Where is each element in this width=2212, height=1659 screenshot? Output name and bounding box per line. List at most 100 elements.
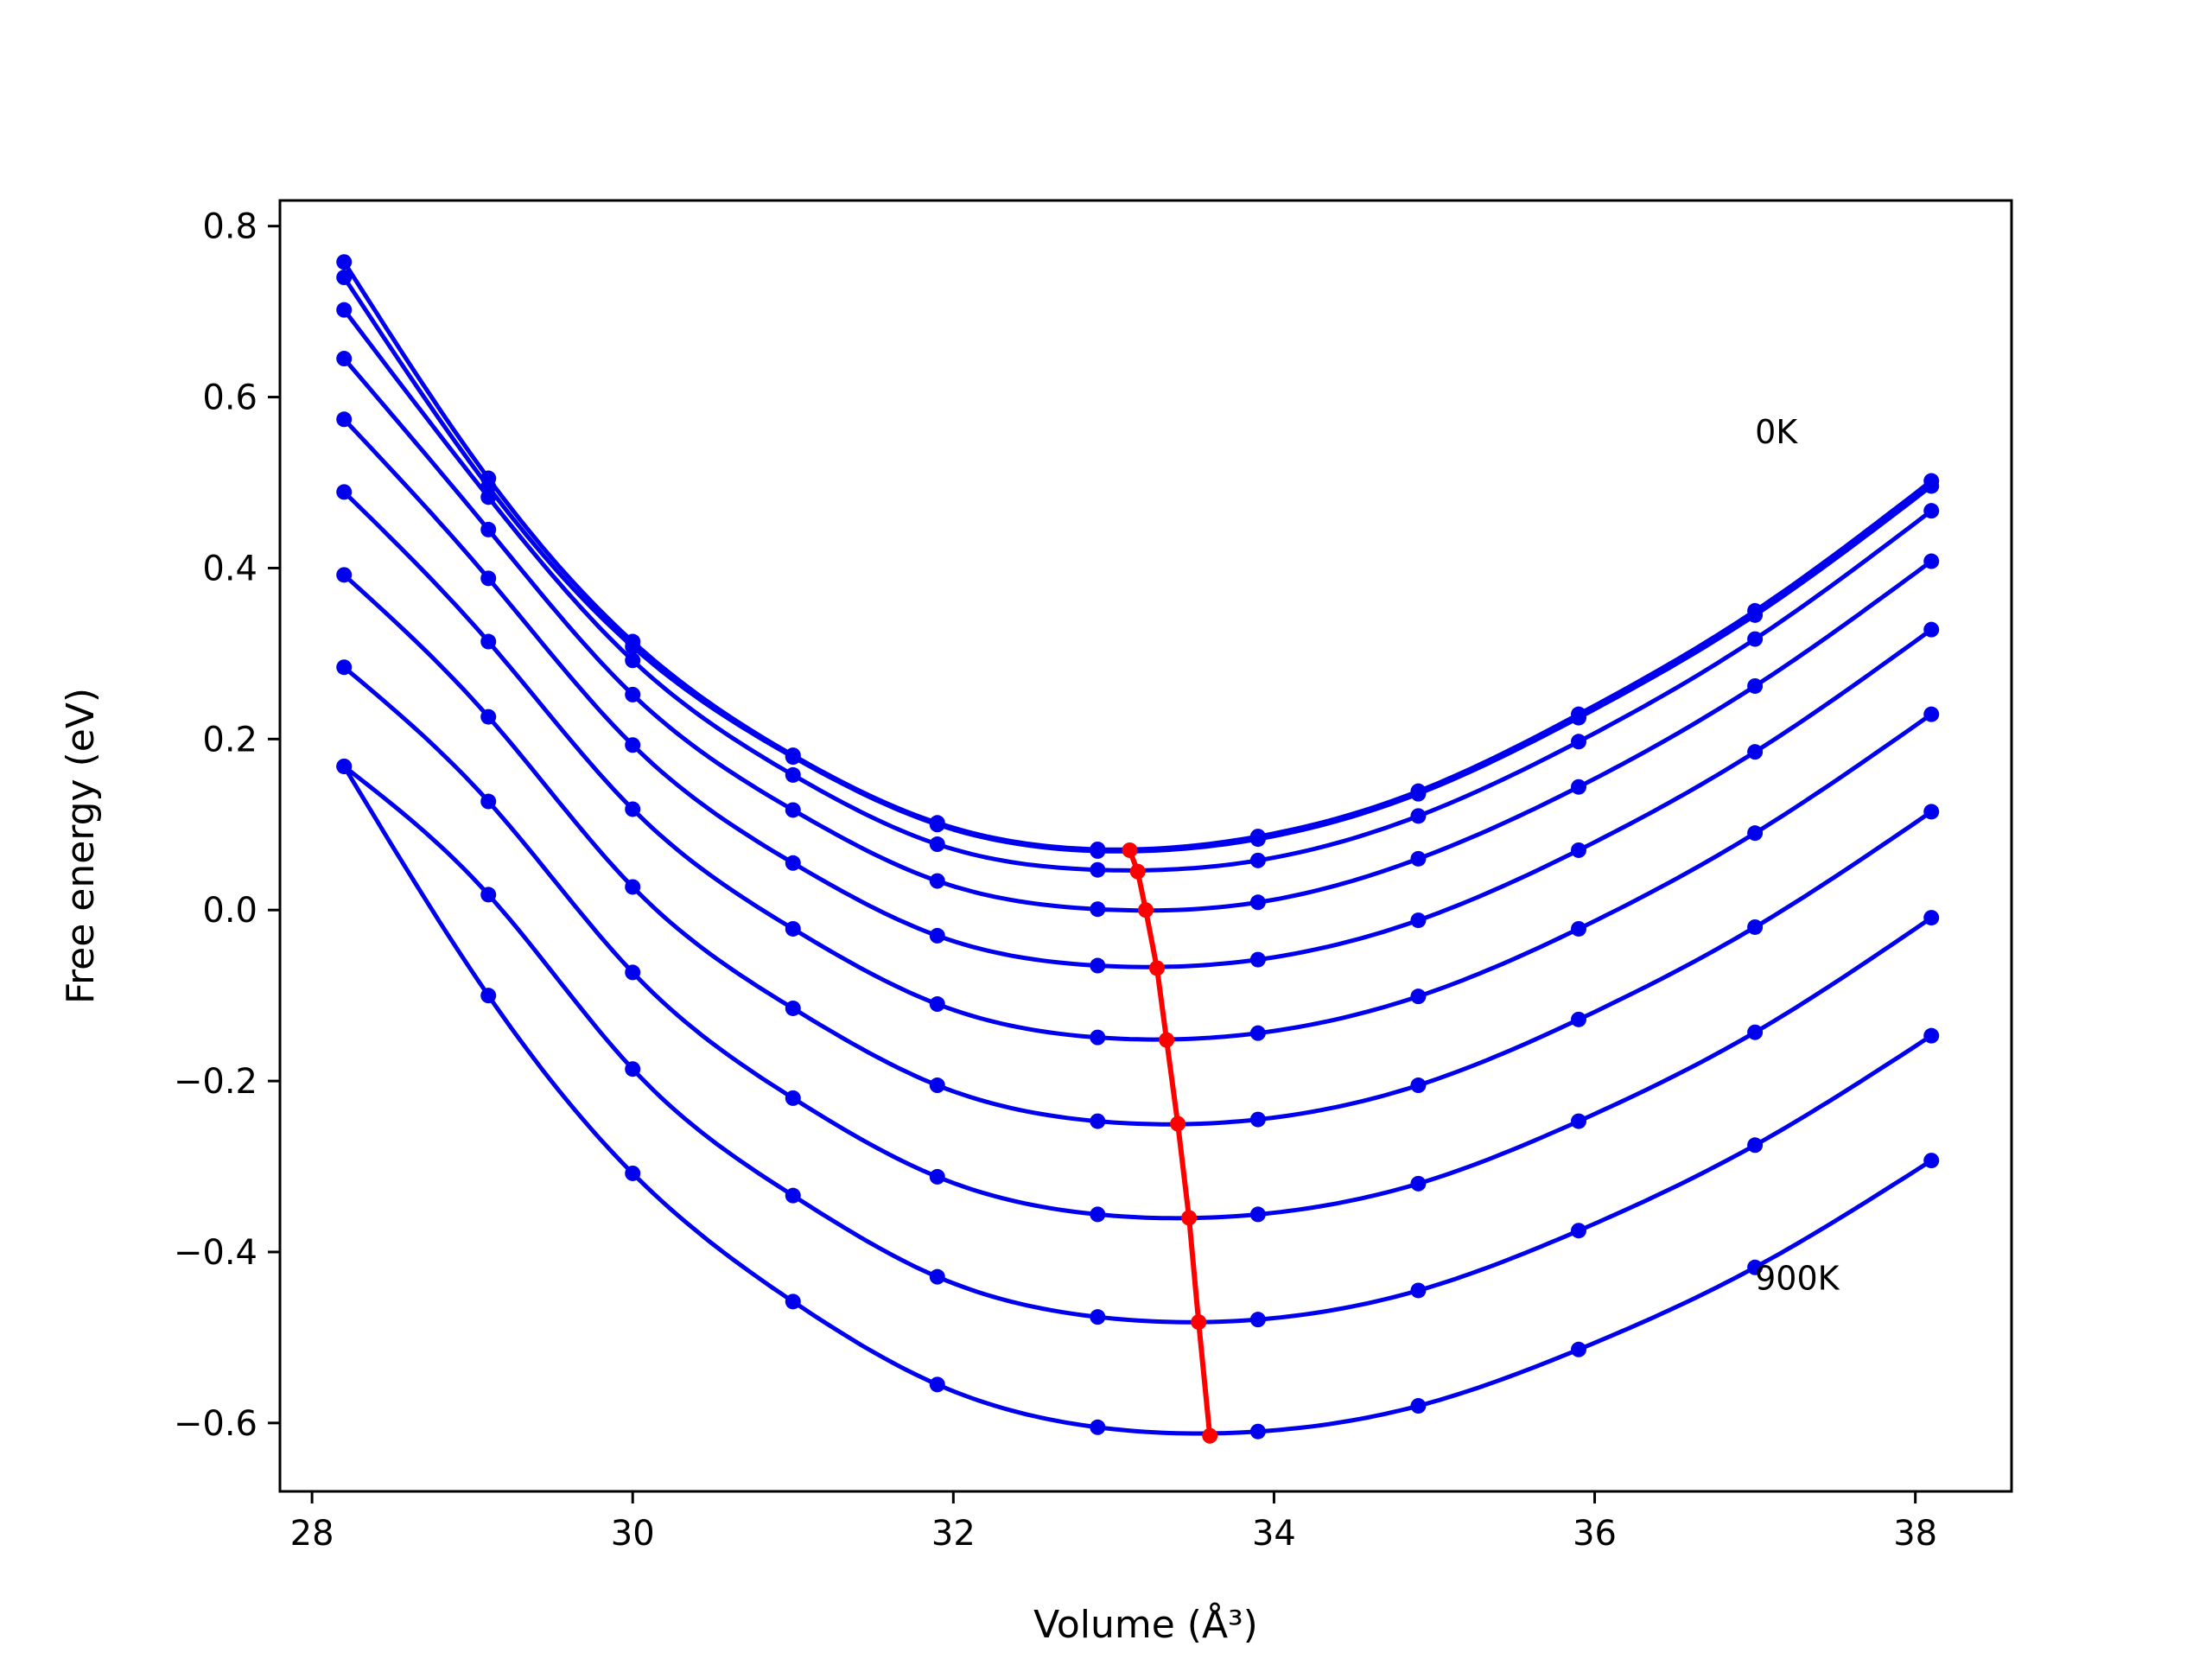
curve-point: [785, 1090, 801, 1106]
curve-point: [1747, 825, 1764, 842]
curve-point: [625, 1061, 641, 1077]
plot-area: [336, 254, 1940, 1444]
curve-point: [785, 920, 801, 937]
curve-point: [1249, 951, 1266, 968]
curve-point: [929, 927, 945, 944]
x-tick-label: 36: [1573, 1514, 1617, 1554]
curve-point: [480, 988, 497, 1004]
curve-point: [785, 1294, 801, 1310]
curve-point: [336, 758, 353, 774]
curve-point: [929, 1077, 945, 1094]
curve-point: [1747, 1024, 1764, 1040]
curve-point: [1923, 910, 1940, 926]
curve-point: [336, 411, 353, 428]
curve-point: [785, 802, 801, 818]
curve-point: [1090, 842, 1106, 859]
curve-point: [336, 351, 353, 367]
curve-point: [1923, 503, 1940, 519]
curve-point: [1249, 1312, 1266, 1328]
curve-point: [480, 521, 497, 537]
curve-point: [1249, 831, 1266, 848]
x-tick-label: 28: [290, 1514, 334, 1554]
y-tick-label: 0.8: [202, 207, 257, 247]
y-tick-label: −0.6: [174, 1404, 257, 1444]
minimum-point: [1129, 863, 1146, 880]
curve-point: [1410, 850, 1427, 867]
curve-point: [336, 659, 353, 676]
minimum-point: [1122, 842, 1138, 858]
curve-line: [342, 417, 1933, 969]
curve-point: [1923, 1153, 1940, 1169]
curve-point: [1571, 709, 1586, 726]
curve-point: [336, 270, 353, 286]
curve-point: [480, 709, 497, 725]
y-axis-label: Free energy (eV): [59, 688, 103, 1004]
minimum-point: [1170, 1116, 1186, 1132]
curve-point: [625, 879, 641, 895]
annotation-label: 900K: [1755, 1260, 1840, 1298]
curve-line: [342, 765, 1933, 1325]
curve-point: [336, 567, 353, 583]
curve-line: [342, 357, 1933, 913]
curve-point: [1571, 842, 1586, 858]
curve-point: [1571, 779, 1586, 795]
curve-point: [1090, 1419, 1106, 1435]
curve-point: [1410, 988, 1427, 1005]
y-tick-label: 0.0: [202, 891, 257, 931]
curve-point: [929, 996, 945, 1013]
curve-point: [1410, 808, 1427, 824]
x-tick-label: 32: [931, 1514, 976, 1554]
curve-point: [1923, 478, 1940, 494]
curve-line: [342, 765, 1933, 1436]
curve-point: [1090, 1029, 1106, 1046]
curve-point: [1249, 1206, 1266, 1223]
curve-point: [1090, 1113, 1106, 1129]
annotation-label: 0K: [1755, 413, 1798, 451]
curve-point: [929, 1268, 945, 1285]
curve-point: [625, 686, 641, 702]
x-axis-label: Volume (Å³): [1033, 1601, 1258, 1647]
y-tick-label: −0.4: [174, 1233, 257, 1273]
curve-point: [1410, 912, 1427, 929]
curve-point: [1571, 734, 1586, 750]
y-axis-ticks: −0.6 −0.4 −0.2 0.0 0.2 0.4 0.6 0.8: [174, 207, 280, 1444]
curve-point: [1571, 1341, 1586, 1357]
curve-point: [480, 633, 497, 650]
curve-line: [342, 573, 1933, 1127]
curve-point: [929, 836, 945, 853]
curve-point: [336, 484, 353, 500]
curve-point: [1571, 1011, 1586, 1027]
curve-point: [1410, 1175, 1427, 1192]
x-tick-label: 30: [611, 1514, 655, 1554]
x-axis-ticks: 28 30 32 34 36 38: [290, 1491, 1937, 1554]
curve-point: [1747, 631, 1764, 647]
curve-point: [1747, 607, 1764, 623]
curve-point: [1090, 901, 1106, 918]
curve-point: [625, 639, 641, 655]
curve-point: [1090, 1206, 1106, 1223]
minimum-point: [1159, 1032, 1175, 1048]
curve-point: [1923, 1027, 1940, 1044]
curve-point: [1747, 1259, 1764, 1275]
curve-line: [342, 276, 1933, 854]
curve-point: [625, 801, 641, 817]
curve-point: [625, 737, 641, 753]
annotations: 0K 900K: [1755, 413, 1840, 1298]
y-tick-label: 0.2: [202, 720, 257, 760]
curve-point: [1747, 677, 1764, 694]
curve-point: [785, 766, 801, 783]
curve-point: [1571, 1223, 1586, 1239]
y-tick-label: −0.2: [174, 1062, 257, 1102]
curve-point: [1923, 621, 1940, 638]
curve-point: [336, 302, 353, 318]
curve-point: [929, 817, 945, 833]
curve-point: [1249, 852, 1266, 868]
minimum-point: [1181, 1210, 1198, 1226]
axes-frame: [278, 199, 2013, 1493]
y-tick-label: 0.6: [202, 378, 257, 418]
curve-point: [785, 855, 801, 871]
curve-point: [929, 1168, 945, 1185]
minimum-point: [1191, 1314, 1207, 1331]
curve-point: [1747, 918, 1764, 935]
